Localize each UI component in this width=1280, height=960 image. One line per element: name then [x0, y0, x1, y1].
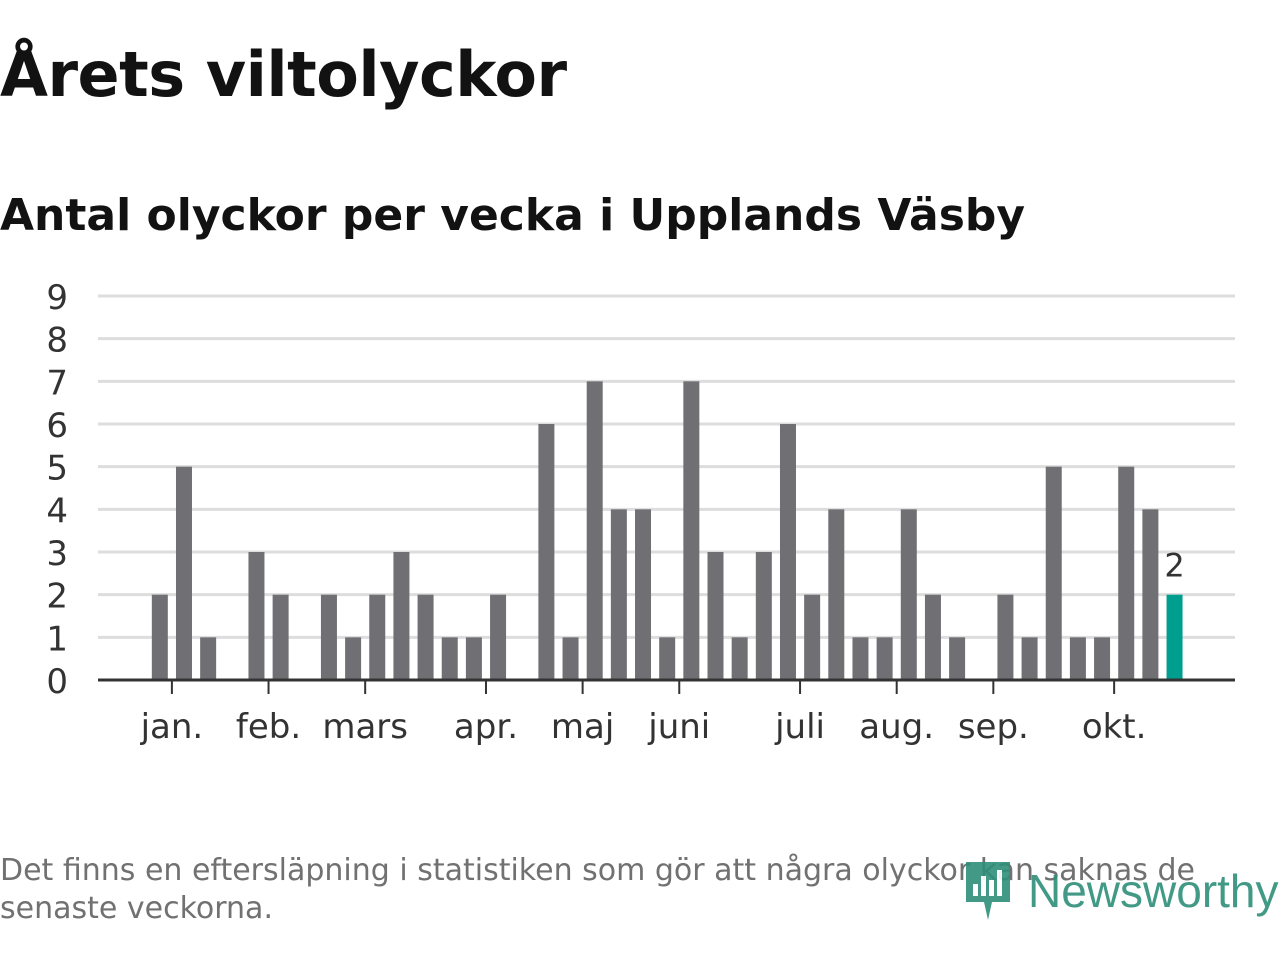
bar: [175, 466, 192, 680]
bar: [465, 637, 482, 680]
y-tick-label: 3: [46, 534, 68, 574]
bar: [876, 637, 893, 680]
bar: [852, 637, 869, 680]
bar: [272, 594, 289, 680]
bar: [345, 637, 362, 680]
bar: [200, 637, 217, 680]
x-tick-label: feb.: [236, 707, 301, 747]
y-tick-label: 0: [46, 662, 68, 702]
bar: [1045, 466, 1062, 680]
x-tick-label: okt.: [1082, 707, 1147, 747]
bar: [804, 594, 821, 680]
bar: [924, 594, 941, 680]
bar: [1069, 637, 1086, 680]
bar: [151, 594, 168, 680]
bar: [320, 594, 337, 680]
y-tick-label: 8: [46, 321, 68, 361]
data-labels: 2: [1164, 547, 1184, 585]
x-tick-label: juli: [774, 707, 825, 747]
y-tick-label: 1: [46, 619, 68, 659]
bar: [1094, 637, 1111, 680]
bar: [538, 424, 555, 680]
x-tick-label: maj: [551, 707, 614, 747]
bar-highlight: [1166, 594, 1183, 680]
bar: [683, 381, 700, 680]
bar: [997, 594, 1014, 680]
y-tick-label: 5: [46, 449, 68, 489]
bar: [707, 552, 724, 680]
bars: [151, 381, 1183, 680]
bar: [586, 381, 603, 680]
x-tick-label: sep.: [958, 707, 1029, 747]
y-tick-label: 9: [46, 278, 68, 318]
bar: [369, 594, 386, 680]
bar: [1118, 466, 1135, 680]
y-tick-label: 4: [46, 491, 68, 531]
x-tick-label: mars: [322, 707, 408, 747]
x-tick-label: apr.: [454, 707, 518, 747]
x-tick-label: juni: [647, 707, 710, 747]
y-tick-label: 2: [46, 577, 68, 617]
bar: [417, 594, 434, 680]
bar: [635, 509, 652, 680]
bar: [490, 594, 507, 680]
gridlines: [98, 294, 1235, 639]
newsworthy-logo-icon: [966, 862, 1010, 920]
bar: [248, 552, 265, 680]
bar: [610, 509, 627, 680]
y-tick-label: 7: [46, 363, 68, 403]
bar: [779, 424, 796, 680]
logo-text: Newsworthy: [1028, 865, 1279, 917]
bar: [949, 637, 966, 680]
bar: [900, 509, 917, 680]
bar: [562, 637, 579, 680]
y-tick-label: 6: [46, 406, 68, 446]
bar: [441, 637, 458, 680]
bar: [1142, 509, 1159, 680]
x-axis-ticks: jan. feb. mars apr. maj juni juli aug. sep. okt.: [140, 680, 1147, 747]
bar: [755, 552, 772, 680]
x-tick-label: jan.: [140, 707, 204, 747]
chart-subtitle: Antal olyckor per vecka i Upplands Väsby: [0, 190, 1026, 241]
newsworthy-logo: Newsworthy: [962, 858, 1279, 924]
bar: [828, 509, 845, 680]
bar: [393, 552, 410, 680]
data-label: 2: [1164, 547, 1184, 585]
bar: [1021, 637, 1038, 680]
chart-title: Årets viltolyckor: [0, 38, 567, 111]
bar: [731, 637, 748, 680]
x-tick-label: aug.: [859, 707, 934, 747]
bar: [659, 637, 676, 680]
